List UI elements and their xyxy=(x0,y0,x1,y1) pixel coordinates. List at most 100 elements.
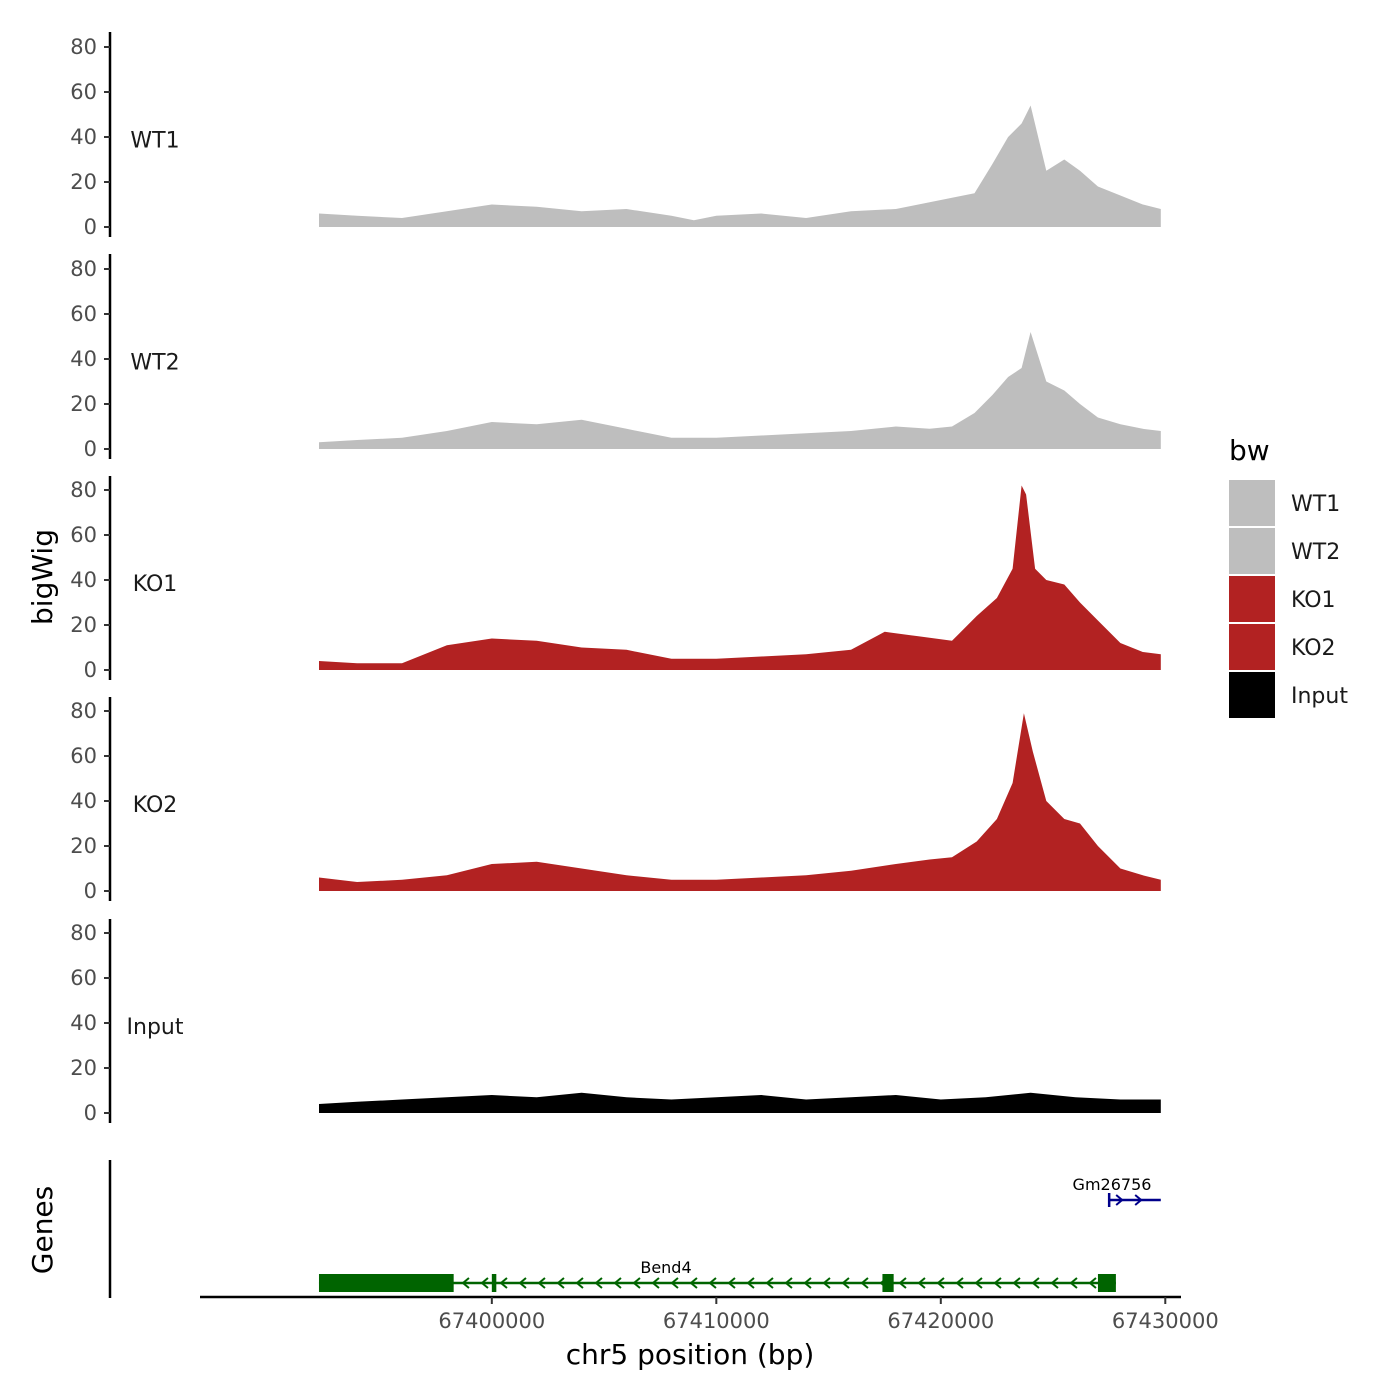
track-label-wt1: WT1 xyxy=(130,129,179,154)
legend-item-wt2: WT2 xyxy=(1229,528,1340,574)
coverage-area-wt2 xyxy=(319,332,1161,449)
legend-label: WT2 xyxy=(1291,540,1340,565)
track-input: 0 20 40 60 80 Input xyxy=(70,919,1161,1125)
x-tick-label: 67430000 xyxy=(1112,1309,1219,1333)
strand-arrow xyxy=(803,1277,812,1289)
y-tick-label: 0 xyxy=(84,215,97,239)
legend: bw WT1 WT2 KO1 KO2 Input xyxy=(1229,434,1348,718)
strand-arrow xyxy=(917,1277,926,1289)
legend-swatch xyxy=(1229,576,1275,622)
y-tick-label: 60 xyxy=(70,302,97,326)
strand-arrow xyxy=(1012,1277,1021,1289)
track-label-wt2: WT2 xyxy=(130,351,179,376)
y-tick-label: 80 xyxy=(70,921,97,945)
strand-arrow xyxy=(594,1277,603,1289)
strand-arrow xyxy=(765,1277,774,1289)
strand-arrow xyxy=(1115,1194,1124,1206)
strand-arrow xyxy=(499,1277,508,1289)
x-axis-title: chr5 position (bp) xyxy=(566,1338,815,1371)
strand-arrow xyxy=(670,1277,679,1289)
strand-arrow xyxy=(461,1277,470,1289)
legend-swatch xyxy=(1229,672,1275,718)
y-tick-label: 60 xyxy=(70,744,97,768)
y-tick-label: 40 xyxy=(70,568,97,592)
strand-arrow xyxy=(974,1277,983,1289)
legend-swatch xyxy=(1229,624,1275,670)
track-ko2: 0 20 40 60 80 KO2 xyxy=(70,697,1161,903)
track-label-ko1: KO1 xyxy=(133,572,178,597)
y-tick-label: 40 xyxy=(70,789,97,813)
legend-label: WT1 xyxy=(1291,492,1340,517)
legend-item-ko1: KO1 xyxy=(1229,576,1336,622)
coverage-area-input xyxy=(319,1092,1161,1113)
y-tick-label: 40 xyxy=(70,125,97,149)
strand-arrow xyxy=(556,1277,565,1289)
legend-label: KO1 xyxy=(1291,588,1336,613)
gene-gm26756: Gm26756 xyxy=(1073,1175,1161,1207)
x-axis: 67400000 67410000 67420000 67430000 xyxy=(200,1295,1219,1333)
y-tick-label: 60 xyxy=(70,523,97,547)
y-tick-label: 80 xyxy=(70,257,97,281)
y-tick-label: 40 xyxy=(70,347,97,371)
strand-arrow xyxy=(955,1277,964,1289)
legend-swatch xyxy=(1229,528,1275,574)
legend-item-ko2: KO2 xyxy=(1229,624,1336,670)
y-tick-label: 80 xyxy=(70,699,97,723)
strand-arrow xyxy=(784,1277,793,1289)
gene-label-gm26756: Gm26756 xyxy=(1073,1175,1152,1194)
y-tick-label: 80 xyxy=(70,35,97,59)
strand-arrow xyxy=(993,1277,1002,1289)
track-wt1: 0 20 40 60 80 WT1 xyxy=(70,32,1161,239)
strand-arrow xyxy=(727,1277,736,1289)
y-tick-label: 0 xyxy=(84,658,97,682)
y-tick-label: 40 xyxy=(70,1011,97,1035)
legend-item-wt1: WT1 xyxy=(1229,480,1340,526)
genes-panel-title: Genes xyxy=(26,1186,59,1274)
y-tick-label: 60 xyxy=(70,966,97,990)
legend-item-input: Input xyxy=(1229,672,1348,718)
x-tick-label: 67400000 xyxy=(438,1309,545,1333)
y-tick-label: 0 xyxy=(84,1101,97,1125)
y-axis-title: bigWig xyxy=(26,529,59,625)
track-label-ko2: KO2 xyxy=(133,793,178,818)
y-tick-label: 0 xyxy=(84,437,97,461)
gene-exon xyxy=(318,1274,454,1292)
y-tick-label: 20 xyxy=(70,1056,97,1080)
strand-arrow xyxy=(518,1277,527,1289)
strand-arrow xyxy=(613,1277,622,1289)
legend-label: KO2 xyxy=(1291,636,1336,661)
x-tick-label: 67420000 xyxy=(887,1309,994,1333)
strand-arrow xyxy=(1134,1194,1143,1206)
strand-arrow xyxy=(632,1277,641,1289)
legend-swatch xyxy=(1229,480,1275,526)
coverage-area-wt1 xyxy=(319,105,1161,227)
gene-exon xyxy=(1097,1274,1116,1292)
strand-arrow xyxy=(898,1277,907,1289)
track-label-input: Input xyxy=(127,1015,184,1040)
y-tick-label: 20 xyxy=(70,834,97,858)
y-tick-label: 60 xyxy=(70,80,97,104)
strand-arrow xyxy=(689,1277,698,1289)
strand-arrow xyxy=(651,1277,660,1289)
track-wt2: 0 20 40 60 80 WT2 xyxy=(70,254,1161,461)
strand-arrow xyxy=(1069,1277,1078,1289)
gene-exon xyxy=(882,1274,894,1292)
strand-arrow xyxy=(746,1277,755,1289)
strand-arrow xyxy=(860,1277,869,1289)
strand-arrow xyxy=(575,1277,584,1289)
legend-title: bw xyxy=(1229,434,1270,467)
y-tick-label: 20 xyxy=(70,392,97,416)
strand-arrow xyxy=(1031,1277,1040,1289)
legend-label: Input xyxy=(1291,684,1348,709)
strand-arrow xyxy=(936,1277,945,1289)
gene-bend4: Bend4 xyxy=(318,1258,1116,1292)
track-ko1: 0 20 40 60 80 KO1 xyxy=(70,476,1161,682)
x-tick-label: 67410000 xyxy=(663,1309,770,1333)
bigwig-tracks: 0 20 40 60 80 WT1 0 20 40 60 80 WT2 0 20 40 60 80 KO1 0 20 4… xyxy=(70,32,1161,1125)
strand-arrow xyxy=(537,1277,546,1289)
coverage-area-ko2 xyxy=(319,713,1161,891)
strand-arrow xyxy=(841,1277,850,1289)
y-tick-label: 20 xyxy=(70,613,97,637)
strand-arrow xyxy=(1050,1277,1059,1289)
